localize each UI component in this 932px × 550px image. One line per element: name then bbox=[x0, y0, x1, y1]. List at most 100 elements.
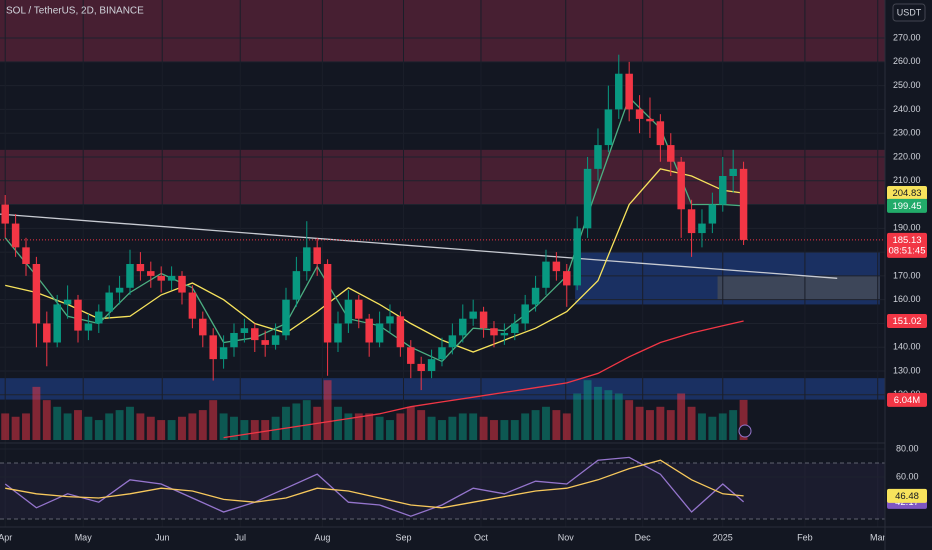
candle-body bbox=[667, 145, 675, 162]
candle-body bbox=[95, 311, 103, 324]
candle-body bbox=[656, 121, 665, 146]
candle-body bbox=[573, 228, 581, 286]
candle-body bbox=[32, 264, 41, 324]
volume-bar bbox=[427, 416, 436, 440]
volume-bar bbox=[677, 393, 686, 440]
candle-body bbox=[84, 323, 93, 331]
candle-body bbox=[490, 328, 498, 336]
volume-bar bbox=[188, 413, 197, 440]
candle-body bbox=[615, 73, 623, 110]
x-tick-label: Aug bbox=[314, 532, 330, 542]
candle-body bbox=[240, 328, 249, 333]
candle-body bbox=[282, 299, 290, 336]
candle-body bbox=[303, 247, 311, 272]
volume-bar bbox=[271, 416, 280, 440]
candle-body bbox=[521, 304, 529, 324]
countdown: 08:51:45 bbox=[889, 245, 926, 256]
candle-body bbox=[542, 261, 550, 288]
volume-bar bbox=[469, 413, 478, 440]
candle-body bbox=[708, 204, 717, 224]
candle-body bbox=[479, 311, 488, 329]
volume-bar bbox=[729, 410, 738, 440]
candle-body bbox=[219, 347, 228, 360]
candle-body bbox=[251, 328, 259, 341]
volume-bar bbox=[698, 413, 706, 440]
x-tick-label: Jul bbox=[234, 532, 246, 542]
x-tick-label: Apr bbox=[0, 532, 12, 542]
volume-bar bbox=[448, 416, 457, 440]
volume-bar bbox=[490, 420, 498, 440]
rsi-label-box bbox=[887, 488, 927, 503]
volume-bar bbox=[479, 416, 488, 440]
candle-body bbox=[209, 335, 217, 360]
volume-bar bbox=[614, 393, 623, 440]
currency-box[interactable] bbox=[892, 3, 926, 22]
volume-bar bbox=[635, 406, 644, 440]
volume-bar bbox=[74, 410, 82, 440]
candle-body bbox=[677, 161, 685, 210]
chart-title: SOL / TetherUS, 2D, BINANCE bbox=[6, 6, 144, 17]
candle-body bbox=[594, 145, 602, 169]
y-tick-label: 240.00 bbox=[893, 104, 921, 114]
candle-body bbox=[157, 275, 165, 281]
volume-bar bbox=[646, 410, 654, 440]
candle-body bbox=[105, 292, 113, 312]
candle-body bbox=[313, 247, 321, 264]
x-tick-label: Sep bbox=[395, 532, 411, 542]
rsi-tick-label: 80.00 bbox=[896, 443, 919, 453]
volume-bar bbox=[230, 416, 238, 440]
volume-bar bbox=[167, 420, 176, 440]
candle-body bbox=[375, 323, 384, 343]
x-tick-label: Feb bbox=[797, 532, 813, 542]
volume-bar bbox=[219, 413, 228, 440]
candle-body bbox=[147, 271, 155, 276]
volume-bar bbox=[126, 406, 134, 440]
candle-body bbox=[261, 340, 269, 345]
candle-body bbox=[729, 168, 737, 176]
volume-bar bbox=[209, 400, 218, 440]
candle-body bbox=[355, 299, 363, 319]
candle-body bbox=[199, 318, 207, 336]
volume-bar bbox=[406, 406, 415, 440]
volume-bar bbox=[365, 413, 374, 440]
ma-label-box bbox=[887, 186, 927, 201]
candle-body bbox=[63, 299, 72, 305]
volume-bar bbox=[562, 413, 571, 440]
volume-bar bbox=[32, 386, 41, 440]
volume-bar bbox=[739, 399, 748, 440]
rsi-band bbox=[0, 462, 885, 519]
volume-bar bbox=[521, 413, 530, 440]
candle-body bbox=[469, 311, 477, 319]
volume-bar bbox=[302, 400, 311, 440]
volume-bar bbox=[146, 416, 155, 440]
volume-bar bbox=[11, 416, 20, 440]
candle-body bbox=[292, 271, 301, 300]
zone bbox=[0, 378, 885, 400]
y-tick-label: 170.00 bbox=[893, 270, 921, 280]
candle-body bbox=[323, 264, 332, 343]
y-tick-label: 130.00 bbox=[893, 365, 921, 375]
ma-label-box bbox=[887, 198, 927, 213]
candle-body bbox=[625, 73, 633, 110]
y-tick-label: 230.00 bbox=[893, 128, 921, 138]
volume-bar bbox=[510, 420, 519, 440]
candle-body bbox=[552, 261, 561, 272]
candle-body bbox=[188, 292, 197, 319]
volume-bar bbox=[531, 410, 540, 440]
volume-bar bbox=[334, 406, 342, 440]
volume-bar bbox=[344, 413, 353, 440]
volume-bar bbox=[583, 380, 592, 440]
x-tick-label: Nov bbox=[558, 532, 575, 542]
volume-bar bbox=[240, 420, 249, 440]
volume-bar bbox=[386, 420, 394, 440]
candle-body bbox=[511, 323, 519, 333]
event-icon bbox=[738, 424, 752, 438]
candle-body bbox=[53, 304, 61, 343]
x-tick-label: Dec bbox=[635, 532, 652, 542]
candle-body bbox=[271, 335, 280, 345]
x-tick-label: Oct bbox=[474, 532, 489, 542]
ma-label: 199.45 bbox=[892, 201, 921, 212]
volume-bar bbox=[323, 380, 332, 440]
volume-bar bbox=[354, 413, 363, 440]
